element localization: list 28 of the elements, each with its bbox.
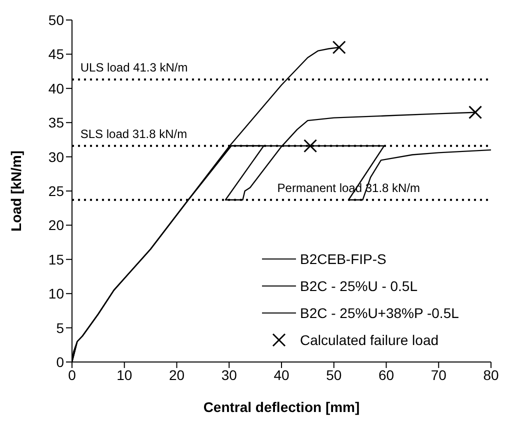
y-tick-label: 20 [48, 217, 64, 234]
x-tick-label: 80 [483, 366, 499, 383]
x-tick-label: 40 [274, 366, 290, 383]
y-tick-label: 30 [48, 148, 64, 165]
y-tick-label: 15 [48, 251, 64, 268]
y-tick-label: 10 [48, 286, 64, 302]
y-tick-label: 5 [56, 320, 64, 336]
legend-label: B2C - 25%U - 0.5L [300, 278, 418, 294]
x-tick-label: 20 [168, 366, 185, 383]
y-tick-label: 0 [56, 354, 64, 370]
y-axis-title: Load [kN/m] [8, 150, 24, 232]
x-tick-label: 0 [68, 366, 76, 383]
x-tick-label: 10 [116, 366, 132, 383]
legend-label: B2CEB-FIP-S [300, 250, 386, 266]
y-tick-label: 50 [48, 12, 64, 28]
legend-label: B2C - 25%U+38%P -0.5L [300, 304, 459, 320]
y-tick-label: 40 [48, 80, 64, 96]
y-tick-label: 35 [48, 114, 64, 131]
ref-line-label: ULS load 41.3 kN/m [80, 60, 188, 75]
ref-line-label: SLS load 31.8 kN/m [80, 126, 188, 141]
x-tick-label: 70 [430, 366, 447, 383]
y-tick-label: 45 [48, 46, 64, 62]
x-tick-label: 50 [326, 366, 342, 383]
y-tick-label: 25 [48, 182, 64, 199]
legend-label: Calculated failure load [300, 332, 439, 348]
x-tick-label: 30 [221, 366, 238, 383]
x-tick-label: 60 [378, 366, 394, 383]
x-axis-title: Central deflection [mm] [203, 399, 360, 415]
